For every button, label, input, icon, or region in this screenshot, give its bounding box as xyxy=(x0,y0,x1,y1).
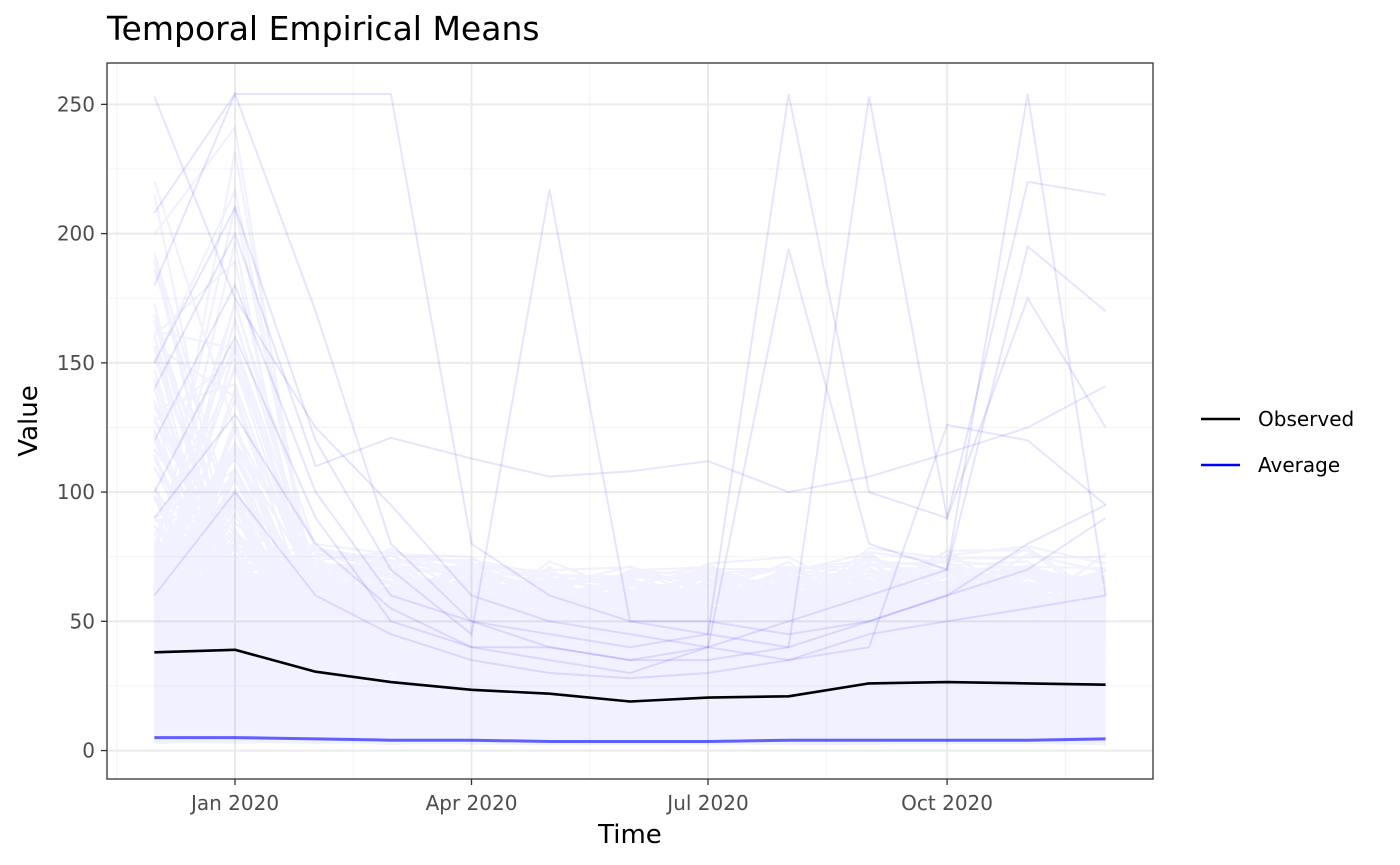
average-series-highlight-lines xyxy=(153,91,1107,743)
legend: Observed Average xyxy=(1201,407,1354,477)
grid-major xyxy=(107,63,1153,779)
legend-label-average: Average xyxy=(1258,453,1340,477)
plot-panel-border xyxy=(106,62,1154,780)
y-tick-label: 0 xyxy=(82,739,95,763)
average-line xyxy=(153,96,1106,662)
observed-series xyxy=(154,648,1106,703)
average-line xyxy=(153,93,1107,649)
average-series-lines xyxy=(153,124,1107,746)
average-line xyxy=(153,96,1107,662)
x-tick-label: Jul 2020 xyxy=(665,791,748,815)
chart-title: Temporal Empirical Means xyxy=(106,9,540,48)
y-axis-title: Value xyxy=(14,385,44,456)
y-tick-label: 50 xyxy=(70,609,95,633)
average-line xyxy=(153,244,1107,675)
y-axis: 0 50 100 150 200 250 xyxy=(57,92,107,763)
observed-line xyxy=(154,648,1106,703)
x-axis-title: Time xyxy=(597,820,662,850)
x-tick-label: Oct 2020 xyxy=(901,791,993,815)
average-line xyxy=(153,189,1107,637)
average-line xyxy=(153,91,1107,662)
y-tick-label: 100 xyxy=(57,480,95,504)
grid-minor xyxy=(107,63,1153,779)
average-line xyxy=(153,93,1106,649)
average-line xyxy=(154,736,1106,743)
y-tick-label: 250 xyxy=(57,92,95,116)
average-line xyxy=(153,423,1107,680)
x-tick-label: Apr 2020 xyxy=(426,791,518,815)
y-tick-label: 150 xyxy=(57,351,95,375)
x-axis: Jan 2020 Apr 2020 Jul 2020 Oct 2020 xyxy=(189,779,993,815)
x-tick-label: Jan 2020 xyxy=(189,791,279,815)
average-line xyxy=(153,231,1107,494)
average-line-bundle xyxy=(153,124,1107,746)
legend-label-observed: Observed xyxy=(1258,407,1354,431)
y-tick-label: 200 xyxy=(57,222,95,246)
